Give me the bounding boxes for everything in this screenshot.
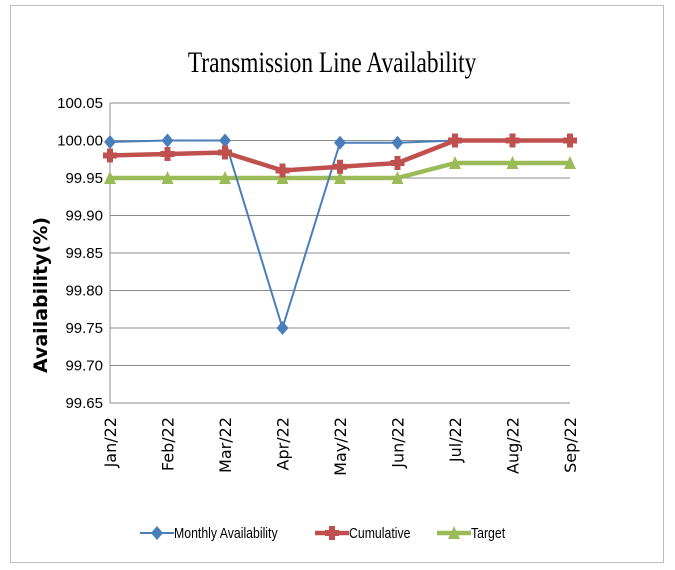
y-axis-label: Availability(%) — [30, 217, 52, 373]
data-point — [218, 145, 232, 160]
x-tick-label: Aug/22 — [504, 417, 523, 474]
series-cumulative — [103, 133, 577, 178]
data-point — [161, 171, 174, 184]
legend-label: Monthly Availability — [174, 525, 278, 541]
y-tick-label: 99.80 — [65, 283, 103, 300]
legend-marker — [151, 526, 163, 540]
series-layer — [103, 133, 577, 335]
x-tick-label: Jun/22 — [389, 417, 408, 469]
legend-label: Cumulative — [349, 525, 411, 541]
legend-marker — [325, 526, 339, 540]
legend-item: Monthly Availability — [140, 525, 278, 541]
y-tick-label: 99.85 — [65, 245, 103, 262]
data-point — [160, 147, 175, 161]
chart-title: Transmission Line Availability — [188, 45, 477, 78]
data-point — [391, 171, 404, 184]
y-tick-labels: 100.05 100.00 99.95 99.90 99.85 99.80 99.75 99.… — [57, 95, 103, 412]
legend: Monthly Availability Cumulative Target — [140, 525, 505, 541]
data-point — [449, 156, 461, 169]
data-point — [334, 171, 346, 184]
data-point — [506, 156, 519, 169]
x-tick-label: Jan/22 — [101, 417, 120, 468]
data-point — [219, 171, 231, 184]
data-point — [333, 159, 347, 174]
data-point — [276, 321, 289, 335]
series-target — [104, 156, 576, 184]
data-point — [104, 171, 116, 184]
data-point — [334, 135, 346, 150]
legend-item: Target — [437, 525, 505, 541]
y-tick-label: 99.75 — [65, 320, 103, 337]
data-point — [275, 163, 290, 178]
data-point — [104, 135, 116, 149]
x-tick-labels: Jan/22 Feb/22 Mar/22 Apr/22 May/22 Jun/22 Jul/… — [101, 417, 580, 476]
x-tick-label: Apr/22 — [274, 417, 293, 470]
x-tick-label: Mar/22 — [216, 417, 235, 473]
data-point — [564, 156, 576, 169]
y-tick-label: 99.90 — [65, 208, 103, 225]
y-tick-label: 100.05 — [57, 95, 103, 112]
data-point — [448, 133, 462, 148]
x-tick-label: May/22 — [331, 417, 350, 476]
data-point — [505, 133, 520, 148]
y-tick-label: 100.00 — [57, 133, 103, 150]
data-point — [219, 133, 231, 148]
legend-label: Target — [471, 525, 505, 541]
x-tick-label: Sep/22 — [561, 417, 580, 473]
y-tick-label: 99.95 — [65, 170, 103, 187]
chart-frame — [10, 5, 664, 563]
data-point — [390, 156, 405, 170]
legend-item: Cumulative — [315, 525, 411, 541]
legend-marker — [448, 526, 460, 539]
data-point — [391, 135, 404, 150]
y-tick-label: 99.70 — [65, 358, 103, 375]
data-point — [161, 133, 174, 148]
data-point — [103, 148, 117, 163]
x-tick-label: Feb/22 — [159, 417, 178, 471]
data-point — [563, 133, 577, 148]
y-tick-label: 99.65 — [65, 395, 103, 412]
x-tick-label: Jul/22 — [446, 417, 465, 463]
series-monthly-availability — [104, 133, 461, 335]
